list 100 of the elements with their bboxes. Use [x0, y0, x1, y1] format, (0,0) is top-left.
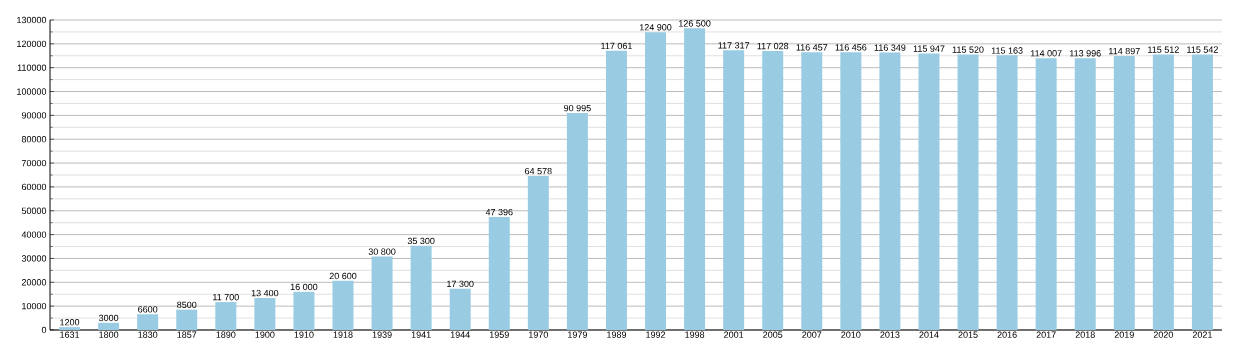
bar — [684, 28, 706, 330]
data-label: 47 396 — [485, 208, 513, 216]
x-tick-label: 1910 — [294, 331, 314, 338]
bar — [723, 50, 745, 330]
x-tick-label: 1939 — [372, 331, 392, 338]
x-tick-label: 2021 — [1192, 331, 1212, 338]
x-tick-label: 1900 — [255, 331, 275, 338]
x-tick-label: 2020 — [1153, 331, 1174, 338]
x-tick-label: 2017 — [1036, 331, 1056, 338]
x-tick-label: 2001 — [724, 331, 744, 338]
bar — [918, 53, 940, 330]
data-label: 115 512 — [1148, 46, 1179, 53]
data-label: 6600 — [138, 306, 158, 313]
bar — [98, 322, 120, 330]
y-tick-label: 110000 — [17, 64, 47, 71]
data-label: 113 996 — [1069, 50, 1101, 57]
bar — [605, 50, 627, 330]
bar — [566, 113, 588, 330]
bar — [645, 32, 667, 330]
data-label: 30 800 — [368, 248, 396, 255]
data-label: 124 900 — [639, 24, 672, 31]
bar — [1191, 54, 1213, 330]
data-label: 17 300 — [447, 280, 474, 288]
y-tick-label: 30000 — [21, 255, 47, 262]
x-tick-label: 1989 — [607, 331, 627, 338]
x-tick-label: 2016 — [997, 331, 1017, 338]
data-label: 64 578 — [525, 167, 552, 175]
data-label: 114 897 — [1109, 47, 1140, 55]
y-tick-label: 80000 — [21, 136, 47, 143]
y-tick-label: 0 — [41, 326, 47, 334]
x-tick-label: 1941 — [411, 331, 431, 338]
x-tick-label: 1992 — [646, 331, 666, 338]
y-tick-label: 60000 — [21, 183, 47, 191]
x-tick-label: 1890 — [216, 331, 236, 338]
x-tick-label: 1998 — [685, 331, 705, 338]
data-label: 90 995 — [564, 104, 591, 112]
data-label: 114 007 — [1030, 50, 1062, 57]
bar — [840, 52, 862, 330]
bar — [176, 309, 198, 330]
x-tick-label: 2013 — [880, 331, 900, 338]
bar — [1152, 54, 1174, 330]
x-tick-label: 1959 — [489, 331, 509, 338]
x-tick-label: 2005 — [763, 331, 783, 338]
data-label: 117 061 — [601, 42, 632, 50]
data-label: 35 300 — [407, 237, 435, 245]
data-label: 20 600 — [329, 272, 357, 280]
x-tick-label: 1857 — [177, 331, 197, 338]
x-tick-label: 2014 — [919, 331, 939, 338]
bar — [371, 256, 393, 330]
bar — [410, 245, 432, 330]
y-tick-label: 70000 — [21, 159, 47, 167]
y-tick-label: 90000 — [21, 112, 47, 119]
data-label: 116 457 — [796, 44, 828, 51]
bar — [332, 280, 354, 330]
data-label: 126 500 — [679, 20, 711, 27]
data-label: 3000 — [98, 314, 119, 322]
bar — [215, 302, 237, 330]
bar — [527, 175, 549, 330]
bar — [293, 291, 315, 330]
x-tick-label: 1944 — [450, 331, 470, 338]
bar — [957, 54, 979, 330]
bar — [137, 314, 159, 330]
data-label: 115 542 — [1187, 46, 1218, 53]
x-tick-label: 2019 — [1114, 331, 1134, 338]
data-label: 13 400 — [251, 289, 279, 297]
x-tick-label: 2015 — [958, 331, 978, 338]
y-tick-label: 40000 — [21, 231, 47, 238]
bar — [254, 298, 276, 330]
bar — [1074, 58, 1096, 330]
y-tick-label: 120000 — [17, 40, 47, 48]
data-label: 116 349 — [874, 44, 906, 51]
data-label: 11 700 — [213, 294, 239, 301]
bar — [59, 327, 81, 330]
bar — [1035, 58, 1057, 330]
x-tick-label: 1918 — [333, 331, 353, 338]
x-tick-label: 2010 — [841, 331, 861, 338]
x-tick-label: 1830 — [138, 331, 158, 338]
data-label: 16 000 — [290, 283, 318, 291]
data-label: 115 163 — [991, 47, 1023, 54]
bar — [488, 216, 510, 330]
y-tick-label: 10000 — [22, 302, 47, 310]
y-tick-label: 100000 — [17, 88, 47, 95]
data-label: 117 317 — [718, 42, 750, 49]
data-label: 115 947 — [913, 45, 945, 52]
x-tick-label: 1800 — [99, 331, 119, 338]
data-label: 117 028 — [757, 42, 789, 50]
x-tick-label: 1979 — [568, 331, 587, 338]
y-tick-label: 50000 — [21, 207, 47, 214]
x-tick-label: 1970 — [529, 331, 548, 338]
bar — [1113, 56, 1135, 330]
data-label: 116 456 — [835, 44, 867, 51]
data-label: 8500 — [177, 301, 197, 309]
data-label: 115 520 — [952, 46, 984, 53]
bar — [801, 52, 823, 330]
bar — [449, 288, 471, 330]
data-label: 1200 — [60, 319, 80, 326]
y-tick-label: 130000 — [17, 16, 47, 24]
x-tick-label: 1631 — [60, 331, 80, 338]
x-tick-label: 2018 — [1075, 331, 1095, 338]
bar — [996, 55, 1018, 330]
